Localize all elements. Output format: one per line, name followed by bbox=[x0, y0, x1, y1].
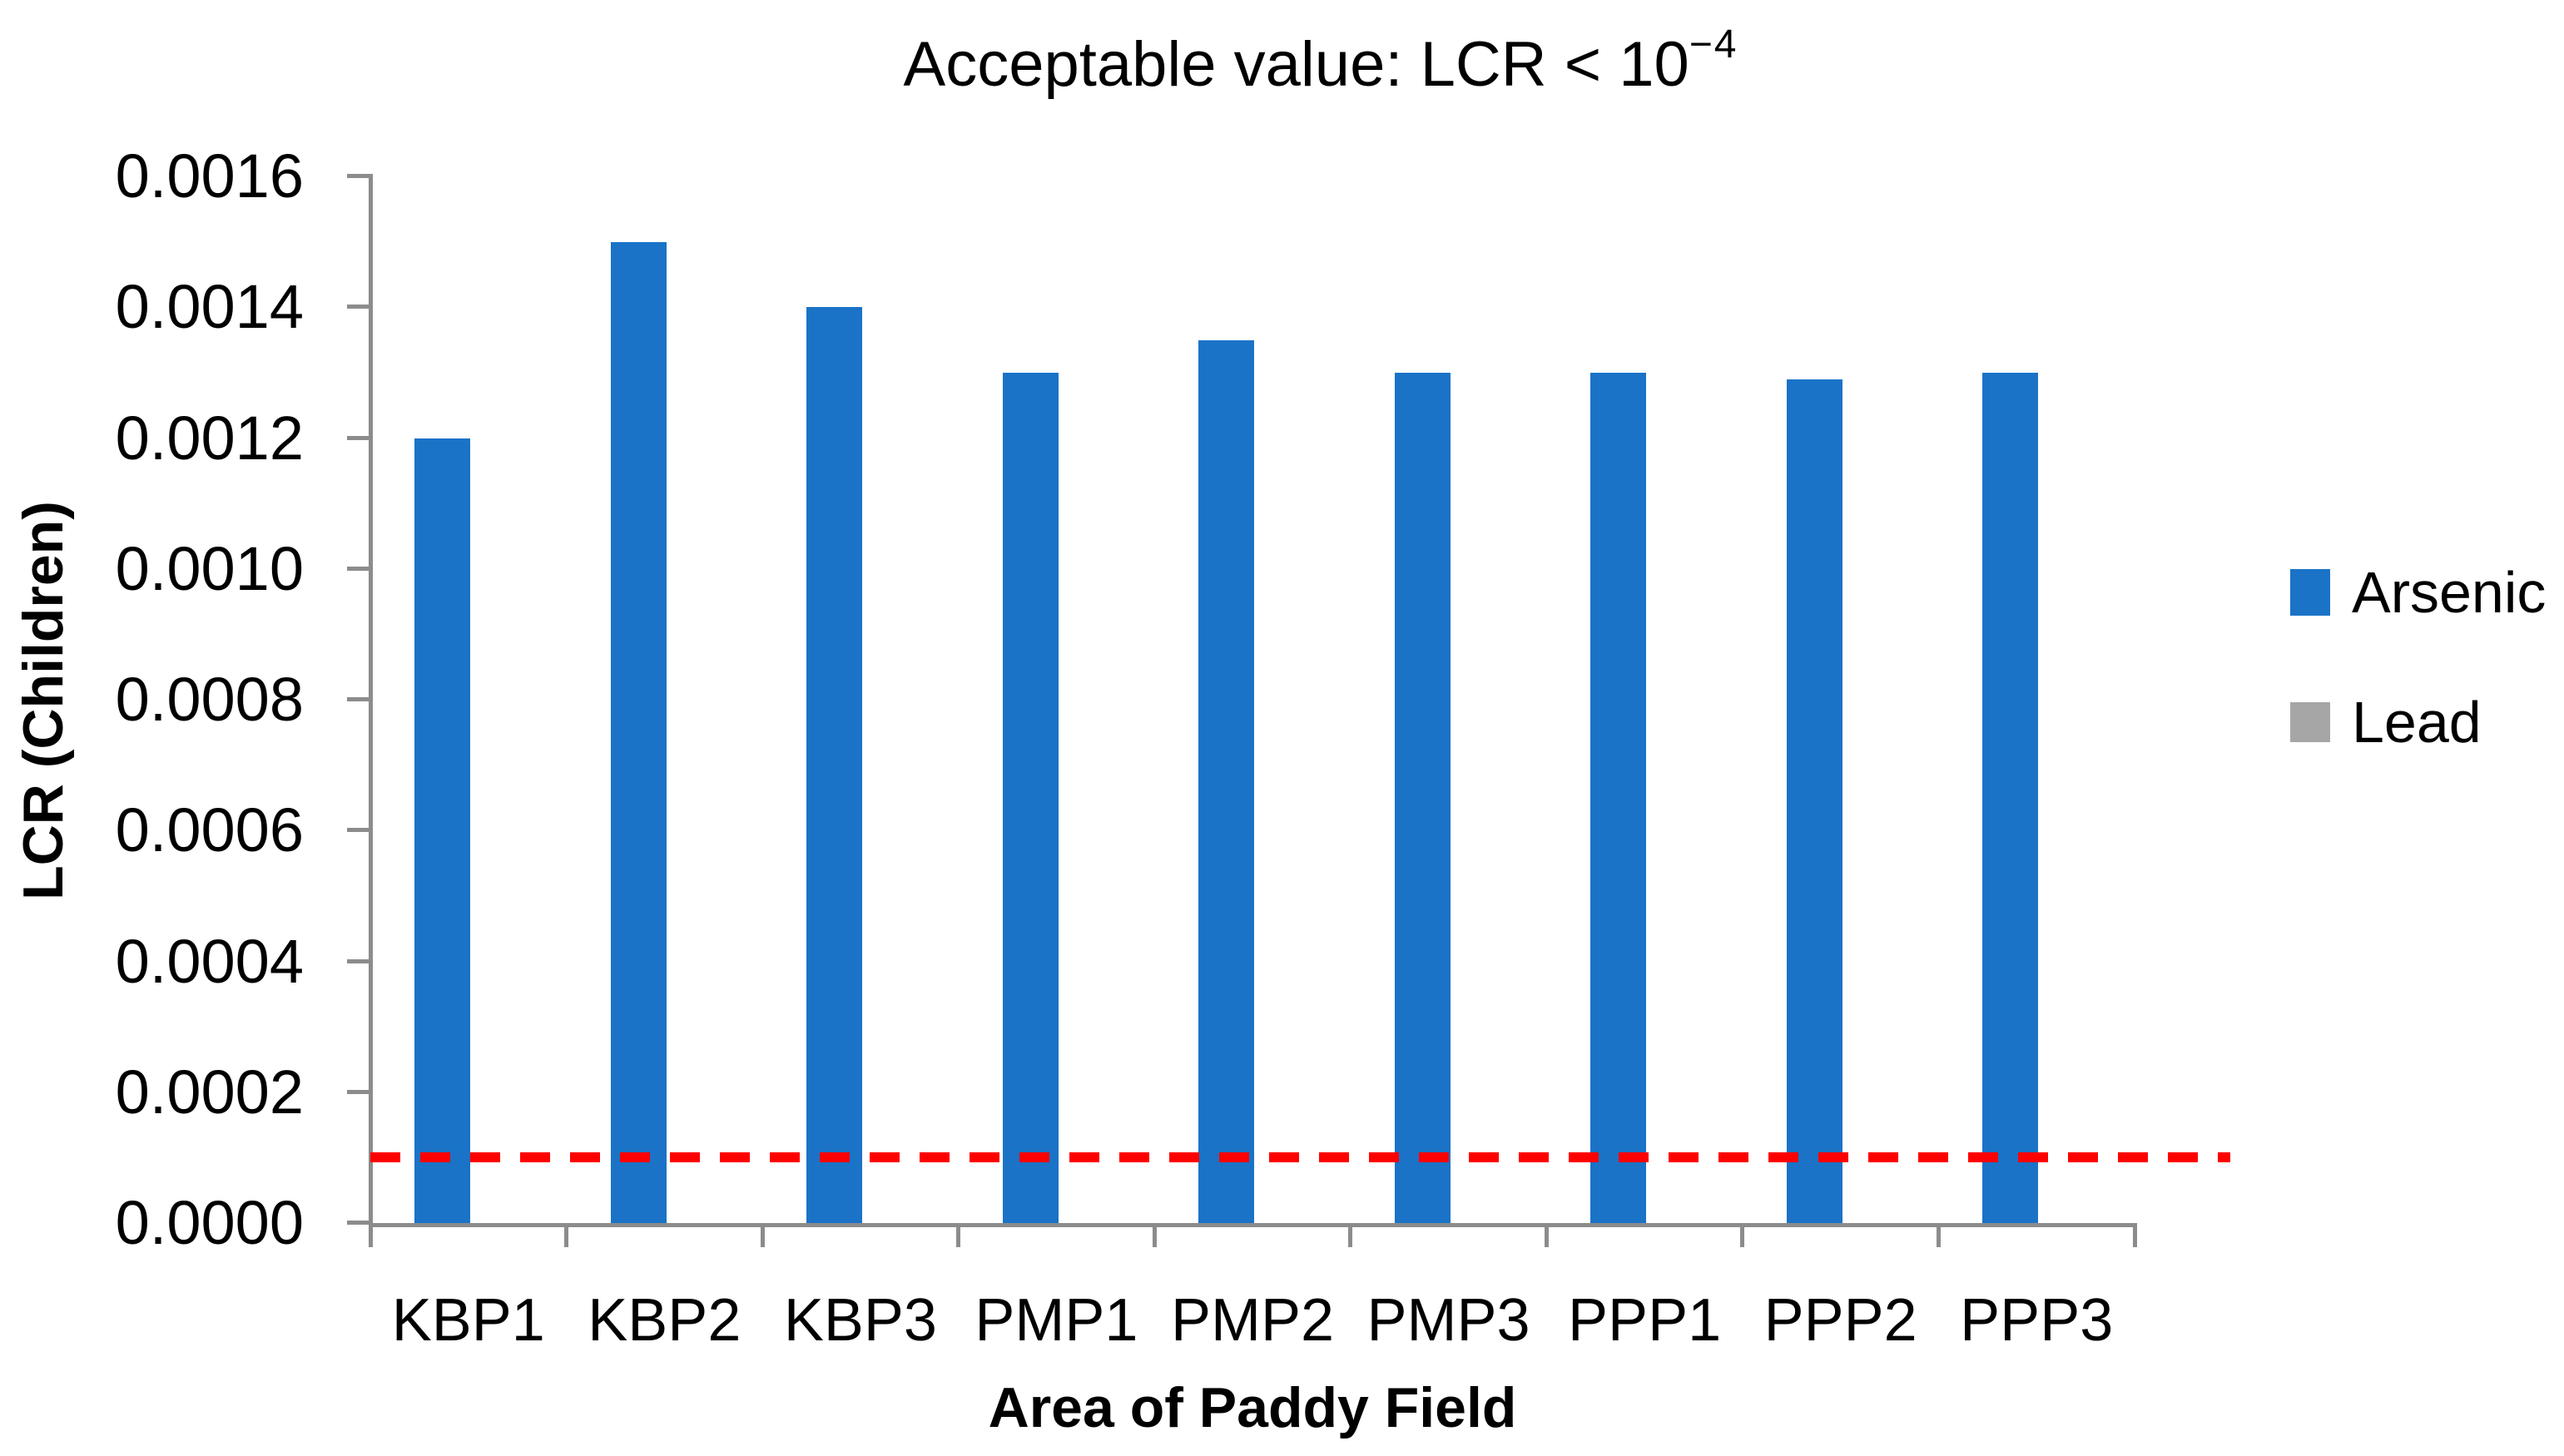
y-tick-label: 0.0016 bbox=[115, 141, 304, 210]
legend-item-lead: Lead bbox=[2290, 689, 2482, 755]
category-boundary-tick bbox=[1152, 1223, 1157, 1247]
y-axis-line bbox=[369, 174, 373, 1223]
category-boundary-tick bbox=[1348, 1223, 1353, 1247]
x-tick-label: PMP3 bbox=[1366, 1287, 1530, 1354]
x-tick-label: KBP2 bbox=[588, 1287, 741, 1354]
lead-swatch-icon bbox=[2290, 702, 2330, 742]
x-axis-title: Area of Paddy Field bbox=[988, 1376, 1517, 1439]
x-tick-label: KBP3 bbox=[783, 1287, 937, 1354]
y-tick-mark bbox=[347, 305, 373, 310]
y-tick-mark bbox=[347, 174, 373, 178]
legend: Arsenic Lead bbox=[2290, 0, 2564, 1456]
x-tick-label: PPP3 bbox=[1960, 1287, 2114, 1354]
arsenic-swatch-icon bbox=[2290, 569, 2330, 616]
category-boundary-tick bbox=[564, 1223, 569, 1247]
x-axis-line bbox=[369, 1223, 2137, 1227]
y-tick-mark bbox=[347, 697, 373, 701]
chart-title-exponent: −4 bbox=[1689, 22, 1738, 67]
y-tick-label: 0.0008 bbox=[115, 665, 304, 734]
bar-arsenic-KBP3 bbox=[806, 307, 863, 1223]
bar-arsenic-PMP2 bbox=[1198, 339, 1255, 1223]
legend-item-arsenic: Arsenic bbox=[2290, 559, 2546, 626]
y-tick-label: 0.0014 bbox=[115, 272, 304, 342]
bar-arsenic-KBP2 bbox=[610, 241, 667, 1223]
x-tick-label: PMP1 bbox=[975, 1287, 1138, 1354]
y-tick-mark bbox=[347, 958, 373, 963]
y-tick-mark bbox=[347, 1221, 373, 1225]
y-tick-label: 0.0000 bbox=[115, 1188, 304, 1257]
y-tick-label: 0.0002 bbox=[115, 1057, 304, 1127]
x-tick-label: KBP1 bbox=[391, 1287, 545, 1354]
bar-arsenic-PPP1 bbox=[1590, 372, 1647, 1223]
category-boundary-tick bbox=[1740, 1223, 1745, 1247]
bar-arsenic-PPP3 bbox=[1982, 372, 2039, 1223]
category-boundary-tick bbox=[760, 1223, 765, 1247]
bar-arsenic-PMP1 bbox=[1002, 372, 1059, 1223]
bar-arsenic-PPP2 bbox=[1786, 379, 1842, 1223]
chart-title: Acceptable value: LCR < 10−4 bbox=[903, 22, 1738, 108]
category-boundary-tick bbox=[2132, 1223, 2137, 1247]
x-tick-label: PMP2 bbox=[1170, 1287, 1335, 1354]
legend-label-arsenic: Arsenic bbox=[2352, 560, 2547, 625]
reference-line bbox=[370, 1152, 2230, 1163]
x-tick-label: PPP2 bbox=[1763, 1287, 1917, 1354]
y-tick-label: 0.0006 bbox=[115, 795, 304, 865]
y-tick-label: 0.0012 bbox=[115, 403, 304, 473]
y-tick-mark bbox=[347, 828, 373, 833]
legend-label-lead: Lead bbox=[2352, 690, 2482, 755]
x-tick-label: PPP1 bbox=[1568, 1287, 1722, 1354]
category-boundary-tick bbox=[1544, 1223, 1549, 1247]
y-tick-mark bbox=[347, 1089, 373, 1094]
category-boundary-tick bbox=[368, 1223, 373, 1247]
bar-arsenic-KBP1 bbox=[414, 438, 470, 1223]
category-boundary-tick bbox=[1936, 1223, 1941, 1247]
category-boundary-tick bbox=[956, 1223, 961, 1247]
chart-title-main: Acceptable value: LCR < 10 bbox=[903, 29, 1689, 100]
y-tick-label: 0.0010 bbox=[115, 533, 304, 603]
y-tick-mark bbox=[347, 435, 373, 440]
bar-arsenic-PMP3 bbox=[1394, 372, 1451, 1223]
y-tick-mark bbox=[347, 566, 373, 571]
y-tick-label: 0.0004 bbox=[115, 926, 304, 996]
